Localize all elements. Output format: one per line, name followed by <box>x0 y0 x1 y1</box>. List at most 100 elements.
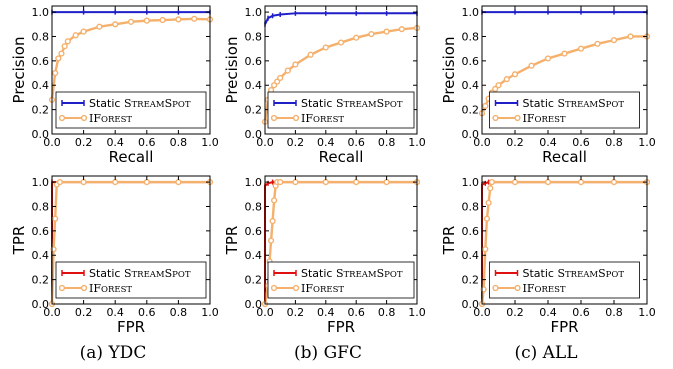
roc-ydc-legend-label-1: IFOREST <box>89 282 132 295</box>
roc-gfc-legend-label-0: Static STREAMSPOT <box>301 267 403 280</box>
roc-ydc-series-iforest-point <box>112 178 119 186</box>
pr-ydc-series-iforest-point <box>64 38 71 45</box>
pr-ydc-ylabel: Precision <box>10 37 28 104</box>
chart-pr-gfc: 0.0 0.2 0.4 0.6 0.8 1.0 0.0 0.2 0.4 0.6 0.8 1.0 Reca… <box>223 5 426 166</box>
roc-gfc-series-iforest-point <box>269 218 276 225</box>
roc-all-series-iforest-point <box>488 178 496 186</box>
roc-gfc-legend-label-1: IFOREST <box>301 282 344 295</box>
caption-all: (c) ALL <box>514 343 577 363</box>
roc-ydc-ytick-label: 0.6 <box>32 225 50 238</box>
pr-ydc-series-iforest-point <box>55 55 62 62</box>
pr-all-legend-box <box>489 91 640 129</box>
pr-gfc-ytick-label: 0.0 <box>245 128 263 141</box>
pr-gfc-series-iforest-point <box>398 26 405 33</box>
pr-ydc-series-iforest-point <box>96 23 103 30</box>
pr-ydc-series-iforest-point <box>159 16 166 24</box>
pr-ydc-series-iforest-point <box>52 69 59 77</box>
pr-all-ytick-label: 0.4 <box>462 79 480 92</box>
pr-gfc-series-iforest-point <box>322 44 329 51</box>
pr-all-ytick-label: 0.0 <box>462 128 480 141</box>
roc-all-ylabel: TPR <box>440 226 458 256</box>
roc-all-xtick-label: 0.0 <box>473 306 491 319</box>
caption-ydc: (a) YDC <box>80 343 147 363</box>
roc-ydc-xlabel: FPR <box>117 318 145 336</box>
pr-ydc-xtick-label: 0.6 <box>138 136 156 149</box>
pr-ydc-legend-marker <box>58 114 66 122</box>
roc-gfc-ytick-label: 0.8 <box>245 200 263 213</box>
roc-all-series-iforest-point <box>487 185 494 192</box>
pr-all-xtick-label: 0.8 <box>605 136 623 149</box>
roc-all-legend-marker <box>492 284 499 292</box>
roc-ydc-axes-frame <box>51 175 211 305</box>
pr-ydc-series-iforest-line <box>50 17 211 101</box>
roc-gfc-ytick-label: 0.2 <box>245 274 263 287</box>
pr-all-series-iforest-point <box>610 37 618 44</box>
roc-gfc-series-iforest-point <box>383 178 390 186</box>
pr-gfc-xlabel: Recall <box>319 148 364 166</box>
roc-gfc-legend-box <box>267 261 415 299</box>
pr-all-series-iforest-point <box>627 33 634 40</box>
roc-gfc-series-iforest-point <box>292 178 299 186</box>
pr-gfc-ytick-label: 0.8 <box>245 30 263 43</box>
pr-all-series-iforest-point <box>482 102 489 110</box>
roc-all-series-iforest-point <box>544 178 552 186</box>
chart-roc-ydc: 0.0 0.2 0.4 0.6 0.8 1.0 0.0 0.2 0.4 0.6 0.8 1.0 FPR T… <box>10 175 219 336</box>
pr-ydc-xtick-label: 0.0 <box>43 136 61 149</box>
pr-gfc-legend-marker <box>270 114 278 122</box>
roc-ydc-legend-label-0: Static STREAMSPOT <box>89 267 191 280</box>
roc-all-xtick-label: 0.2 <box>506 306 524 319</box>
roc-ydc-legend-marker <box>80 284 88 292</box>
roc-all-legend: Static STREAMSPOT IFOREST <box>489 261 640 299</box>
roc-ydc-xtick-label: 0.2 <box>75 306 93 319</box>
roc-gfc-series-iforest-point <box>271 197 278 204</box>
roc-ydc-series-iforest-point <box>80 178 87 186</box>
pr-ydc-series-iforest-point <box>127 18 135 25</box>
pr-ydc-ytick-label: 0.8 <box>32 30 50 43</box>
pr-gfc-xtick-label: 1.0 <box>408 136 426 149</box>
roc-all-xtick-label: 0.8 <box>605 306 623 319</box>
roc-ydc-legend: Static STREAMSPOT IFOREST <box>55 261 207 299</box>
roc-ydc-ytick-label: 1.0 <box>32 176 50 189</box>
pr-all-xtick-label: 0.0 <box>473 136 491 149</box>
roc-gfc-ylabel: TPR <box>223 226 241 256</box>
roc-all-xtick-label: 1.0 <box>638 306 656 319</box>
pr-ydc-xtick-label: 0.2 <box>75 136 93 149</box>
roc-all-series-iforest-point <box>610 178 618 186</box>
roc-ydc-xtick-label: 0.6 <box>138 306 156 319</box>
pr-gfc-ytick-label: 0.4 <box>245 79 263 92</box>
roc-all-ytick-label: 1.0 <box>462 176 480 189</box>
roc-all-ytick-label: 0.0 <box>462 298 480 311</box>
roc-all-legend-label-1: IFOREST <box>523 282 566 295</box>
pr-all-ytick-label: 0.6 <box>462 55 480 68</box>
roc-all-series-iforest-point <box>511 178 519 186</box>
roc-gfc-series-iforest-point <box>267 237 275 244</box>
pr-ydc-series-iforest-point <box>80 28 87 35</box>
pr-gfc-series-iforest-point <box>284 67 291 74</box>
pr-ydc-series-iforest-point <box>58 50 65 57</box>
roc-ydc-xtick-label: 1.0 <box>201 306 219 319</box>
pr-all-ytick-label: 1.0 <box>462 6 480 19</box>
roc-ydc-series-iforest-point <box>143 178 150 186</box>
roc-all-legend-box <box>489 261 640 299</box>
pr-all-ytick-label: 0.8 <box>462 30 480 43</box>
pr-gfc-xtick-label: 0.2 <box>287 136 305 149</box>
pr-all-xtick-label: 0.6 <box>572 136 590 149</box>
pr-all-legend-label-0: Static STREAMSPOT <box>523 97 625 110</box>
pr-all-xlabel: Recall <box>542 148 587 166</box>
roc-ydc-ytick-label: 0.2 <box>32 274 50 287</box>
pr-all-series-iforest-point <box>503 76 510 83</box>
pr-gfc-xtick-label: 0.0 <box>256 136 274 149</box>
pr-all-series-iforest-point <box>544 55 552 62</box>
roc-gfc-series-iforest-point <box>353 178 360 186</box>
roc-all-series-iforest-line <box>480 180 647 305</box>
pr-gfc-series-iforest-point <box>307 51 314 58</box>
pr-ydc-legend-label-0: Static STREAMSPOT <box>89 97 191 110</box>
roc-ydc-series-iforest-point <box>175 178 182 186</box>
pr-ydc-ytick-label: 0.2 <box>32 104 50 117</box>
pr-ydc-series-iforest-point <box>191 15 198 22</box>
pr-gfc-axes-frame <box>264 5 418 135</box>
pr-gfc-legend-label-1: IFOREST <box>301 112 344 125</box>
roc-all-series-iforest-point <box>482 246 489 253</box>
pr-all-xtick-label: 0.2 <box>506 136 524 149</box>
